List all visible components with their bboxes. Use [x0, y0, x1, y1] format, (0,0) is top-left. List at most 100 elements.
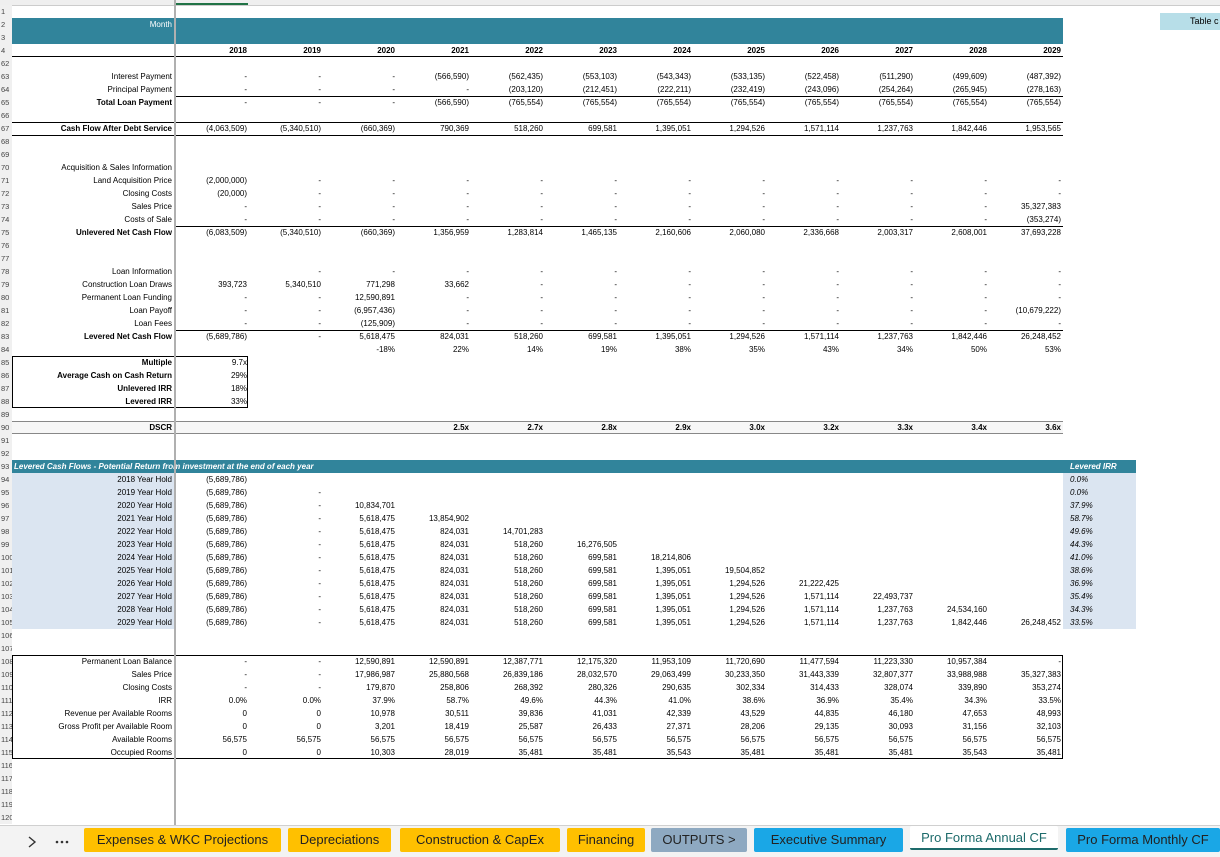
cell-value: 19% [600, 345, 617, 354]
cell-value: 518,260 [514, 592, 543, 601]
row-label: Multiple [141, 358, 172, 367]
row-number: 82 [0, 317, 12, 330]
cell-value: - [910, 202, 913, 211]
row-label: Gross Profit per Available Room [58, 722, 172, 731]
cell-value: - [688, 293, 691, 302]
row-number: 116 [0, 759, 12, 772]
row-label: Loan Information [111, 267, 172, 276]
cell-value: 10,834,701 [354, 501, 395, 510]
cell-value: 1,395,051 [655, 592, 691, 601]
cell-value: 35% [748, 345, 765, 354]
cell-value: 2.7x [527, 423, 543, 432]
toc-button[interactable]: Table c [1160, 13, 1220, 30]
cell-value: 2,608,001 [951, 228, 987, 237]
row-label: Levered Net Cash Flow [83, 332, 172, 341]
row-label: Acquisition & Sales Information [61, 163, 172, 172]
cell-value: 699,581 [588, 124, 617, 133]
cell-value: 35,481 [518, 748, 543, 757]
cell-value: 56,575 [740, 735, 765, 744]
sheet-row: 1 [0, 5, 1220, 18]
dscr-band [12, 421, 1063, 434]
sheet-tab[interactable]: OUTPUTS > [651, 828, 747, 852]
cell-value: - [1058, 280, 1061, 289]
cashflow-box [12, 122, 1063, 136]
sheet-tab[interactable]: Executive Summary [754, 828, 903, 852]
cell-value: 3.3x [897, 423, 913, 432]
cell-value: - [688, 215, 691, 224]
sheet-row: 100 2024 Year Hold (5,689,786) - 5,618,475 82… [0, 551, 1220, 564]
cell-value: 16,276,505 [576, 540, 617, 549]
cell-value: (5,689,786) [206, 527, 247, 536]
sheet-tab[interactable]: Construction & CapEx [400, 828, 560, 852]
cell-value: - [984, 267, 987, 276]
sheet-tab[interactable]: Expenses & WKC Projections [84, 828, 281, 852]
cell-value: 46,180 [888, 709, 913, 718]
cell-value: 1,842,446 [951, 124, 987, 133]
sheet-tab[interactable]: Pro Forma Annual CF [910, 826, 1058, 850]
cell-value: (5,689,786) [206, 592, 247, 601]
cell-value: 2,003,317 [877, 228, 913, 237]
row-label: Loan Fees [134, 319, 172, 328]
row-label: DSCR [149, 423, 172, 432]
cell-value: 18,214,806 [650, 553, 691, 562]
cell-value: 699,581 [588, 579, 617, 588]
cell-value: - [318, 683, 321, 692]
row-label: 2023 Year Hold [117, 540, 172, 549]
cell-value: 35,481 [1036, 748, 1061, 757]
row-label: 2026 Year Hold [117, 579, 172, 588]
cell-value: - [318, 332, 321, 341]
cell-value: 5,618,475 [359, 592, 395, 601]
row-number: 114 [0, 733, 12, 746]
cell-value: 43,529 [740, 709, 765, 718]
row-label: Available Rooms [112, 735, 172, 744]
cell-value: (5,340,510) [280, 228, 321, 237]
sheet-tab[interactable]: Depreciations [288, 828, 391, 852]
cell-value: - [318, 319, 321, 328]
cell-value: - [836, 267, 839, 276]
sheet-row: 87 Unlevered IRR 18% [0, 382, 1220, 395]
cell-value: - [318, 514, 321, 523]
cell-value: (765,554) [582, 98, 617, 107]
row-number: 81 [0, 304, 12, 317]
cell-value: 56,575 [444, 735, 469, 744]
cell-value: 1,237,763 [877, 605, 913, 614]
cell-value: 25,587 [518, 722, 543, 731]
row-number: 65 [0, 96, 12, 109]
cell-value: (553,103) [582, 72, 617, 81]
total-rule [175, 226, 1063, 227]
cell-value: 10,978 [370, 709, 395, 718]
row-number: 86 [0, 369, 12, 382]
cell-value: 50% [970, 345, 987, 354]
sheet-row: 65 Total Loan Payment - - - (566,590) (765,554… [0, 96, 1220, 109]
cell-value: - [540, 176, 543, 185]
cell-value: 2019 [303, 46, 321, 55]
sheet-tab[interactable]: Financing [567, 828, 645, 852]
row-number: 96 [0, 499, 12, 512]
cell-value: 18% [230, 384, 247, 393]
tab-scroll-arrow[interactable] [26, 835, 38, 849]
cell-value: - [984, 176, 987, 185]
cell-value: 38.6% [742, 696, 765, 705]
cell-value: 2020 [377, 46, 395, 55]
row-number: 80 [0, 291, 12, 304]
cell-value: 58.7% [446, 696, 469, 705]
cell-value: - [614, 215, 617, 224]
cell-value: 44,835 [814, 709, 839, 718]
sheet-tab[interactable]: Pro Forma Monthly CF [1066, 828, 1220, 852]
more-tabs[interactable] [54, 839, 70, 845]
cell-value: - [392, 189, 395, 198]
sheet-row: 105 2029 Year Hold (5,689,786) - 5,618,475 82… [0, 616, 1220, 629]
sheet-row: 119 [0, 798, 1220, 811]
sheet-row: 2 Month [0, 18, 1220, 31]
cell-value: 824,031 [440, 540, 469, 549]
cell-value: - [540, 280, 543, 289]
row-label: 2028 Year Hold [117, 605, 172, 614]
row-label: Unlevered Net Cash Flow [75, 228, 172, 237]
sheet-row: 108 Permanent Loan Balance - - 12,590,891 12,… [0, 655, 1220, 668]
row-label: Average Cash on Cash Return [57, 371, 172, 380]
cell-value: - [318, 540, 321, 549]
cell-value: 22,493,737 [872, 592, 913, 601]
cell-value: 2,060,080 [729, 228, 765, 237]
irr-value: 49.6% [1070, 527, 1093, 536]
cell-value: 1,571,114 [804, 592, 839, 601]
